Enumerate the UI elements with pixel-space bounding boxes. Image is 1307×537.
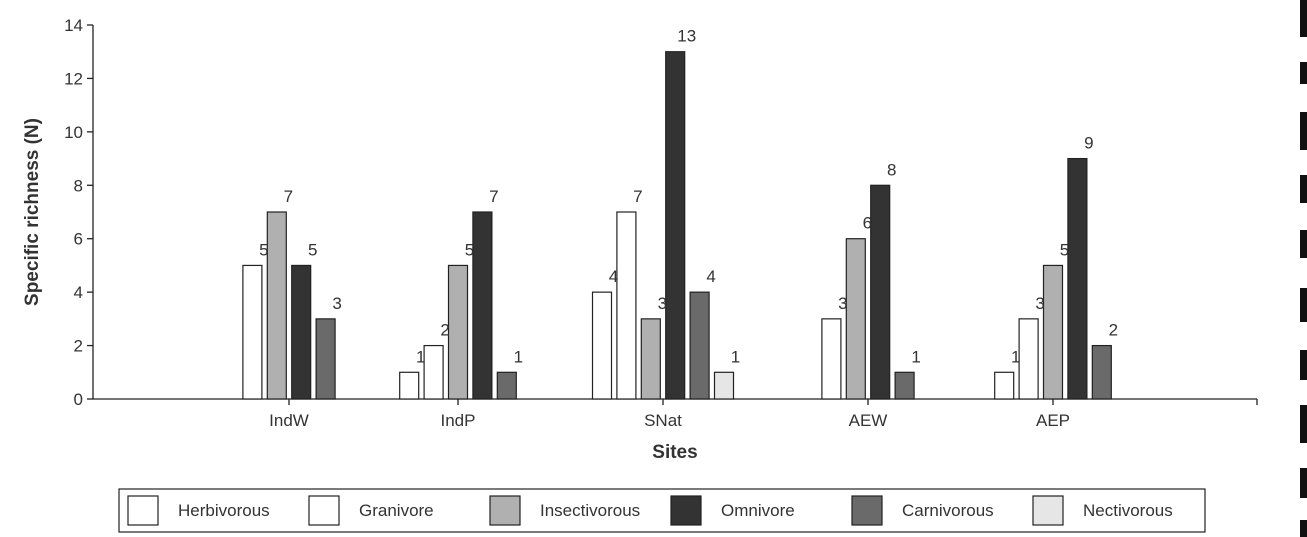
x-axis: IndW IndP SNat AEW AEP bbox=[93, 398, 1258, 430]
bar-herbivorous-aew bbox=[821, 318, 842, 400]
bar-granivore-indp bbox=[423, 344, 444, 400]
data-label: 3 bbox=[1035, 294, 1044, 313]
bars bbox=[242, 51, 1112, 400]
bar-herbivorous-indp bbox=[399, 371, 420, 400]
data-label: 7 bbox=[284, 187, 293, 206]
bar-insectivorous-snat bbox=[640, 318, 661, 400]
bar-carnivorous-snat bbox=[689, 291, 710, 400]
y-axis-title: Specific richness (N) bbox=[22, 118, 43, 306]
data-label: 13 bbox=[677, 27, 696, 46]
x-axis-title: Sites bbox=[652, 442, 697, 463]
data-label: 1 bbox=[731, 347, 740, 366]
legend: Herbivorous Granivore Insectivorous Omnivor… bbox=[118, 488, 1206, 533]
data-label: 2 bbox=[1109, 321, 1118, 340]
bar-granivore-aep bbox=[1018, 318, 1039, 400]
data-label: 3 bbox=[332, 294, 341, 313]
bar-herbivorous-aep bbox=[994, 371, 1015, 400]
bar-herbivorous-indw bbox=[242, 264, 263, 400]
edge-artifact bbox=[1300, 230, 1307, 258]
y-tick-label: 2 bbox=[74, 337, 83, 356]
y-tick-label: 4 bbox=[74, 283, 83, 302]
bar-granivore-snat bbox=[616, 211, 637, 400]
legend-swatch-granivore bbox=[308, 495, 340, 526]
y-tick-label: 6 bbox=[74, 230, 83, 249]
edge-artifact bbox=[1300, 288, 1307, 322]
y-tick-label: 12 bbox=[64, 69, 83, 88]
edge-artifact bbox=[1300, 405, 1307, 443]
data-label: 5 bbox=[308, 240, 317, 259]
data-label: 3 bbox=[658, 294, 667, 313]
data-label: 5 bbox=[1060, 240, 1069, 259]
y-tick-label: 10 bbox=[64, 123, 83, 142]
edge-artifact bbox=[1300, 175, 1307, 203]
bar-omnivore-indp bbox=[472, 211, 493, 400]
legend-swatch-insectivorous bbox=[489, 495, 521, 526]
data-label: 8 bbox=[887, 160, 896, 179]
edge-artifact bbox=[1300, 468, 1307, 498]
edge-artifact bbox=[1300, 62, 1307, 84]
legend-swatch-omnivore bbox=[670, 495, 702, 526]
bar-omnivore-snat bbox=[665, 51, 686, 400]
bar-insectivorous-aep bbox=[1042, 264, 1064, 400]
bar-herbivorous-snat bbox=[591, 291, 613, 400]
edge-artifact bbox=[1300, 0, 1307, 37]
legend-label-insectivorous: Insectivorous bbox=[540, 501, 640, 520]
bar-omnivore-aew bbox=[870, 184, 891, 400]
legend-box bbox=[118, 488, 1206, 533]
x-tick-label: IndP bbox=[441, 411, 476, 430]
legend-label-nectivorous: Nectivorous bbox=[1083, 501, 1173, 520]
legend-label-carnivorous: Carnivorous bbox=[902, 501, 994, 520]
y-tick-label: 14 bbox=[64, 16, 83, 35]
bar-carnivorous-aep bbox=[1091, 344, 1112, 400]
data-label: 1 bbox=[416, 347, 425, 366]
bar-omnivore-indw bbox=[291, 264, 312, 400]
bar-carnivorous-indw bbox=[315, 318, 336, 400]
edge-artifact bbox=[1300, 112, 1307, 150]
bar-carnivorous-indp bbox=[496, 371, 517, 400]
y-tick-label: 0 bbox=[74, 390, 83, 409]
data-label: 1 bbox=[1011, 347, 1020, 366]
legend-label-omnivore: Omnivore bbox=[721, 501, 795, 520]
x-tick-label: SNat bbox=[644, 411, 682, 430]
x-tick-label: AEW bbox=[849, 411, 888, 430]
data-label: 7 bbox=[489, 187, 498, 206]
bar-omnivore-aep bbox=[1067, 157, 1088, 400]
data-label: 9 bbox=[1084, 134, 1093, 153]
legend-swatch-nectivorous bbox=[1032, 495, 1064, 526]
data-label: 3 bbox=[838, 294, 847, 313]
bar-insectivorous-aew bbox=[845, 238, 866, 400]
data-label: 4 bbox=[609, 267, 618, 286]
edge-artifact bbox=[1300, 350, 1307, 380]
legend-label-granivore: Granivore bbox=[359, 501, 434, 520]
legend-swatch-herbivorous bbox=[127, 495, 159, 526]
data-label: 2 bbox=[440, 321, 449, 340]
bar-insectivorous-indp bbox=[447, 264, 469, 400]
y-tick-label: 8 bbox=[74, 176, 83, 195]
bar-nectivorous-snat bbox=[713, 371, 735, 400]
legend-swatch-carnivorous bbox=[851, 495, 883, 526]
data-label: 5 bbox=[465, 240, 474, 259]
data-label: 1 bbox=[514, 347, 523, 366]
bar-insectivorous-indw bbox=[266, 211, 287, 400]
data-label: 6 bbox=[863, 214, 872, 233]
edge-artifact bbox=[1300, 520, 1307, 537]
data-label: 1 bbox=[911, 347, 920, 366]
legend-label-herbivorous: Herbivorous bbox=[178, 501, 270, 520]
x-tick-label: IndW bbox=[269, 411, 309, 430]
data-label: 7 bbox=[633, 187, 642, 206]
data-label: 4 bbox=[706, 267, 715, 286]
y-axis: 0 2 4 6 8 10 12 14 bbox=[64, 16, 94, 409]
x-tick-label: AEP bbox=[1036, 411, 1070, 430]
bar-carnivorous-aew bbox=[894, 371, 915, 400]
data-label: 5 bbox=[259, 240, 268, 259]
